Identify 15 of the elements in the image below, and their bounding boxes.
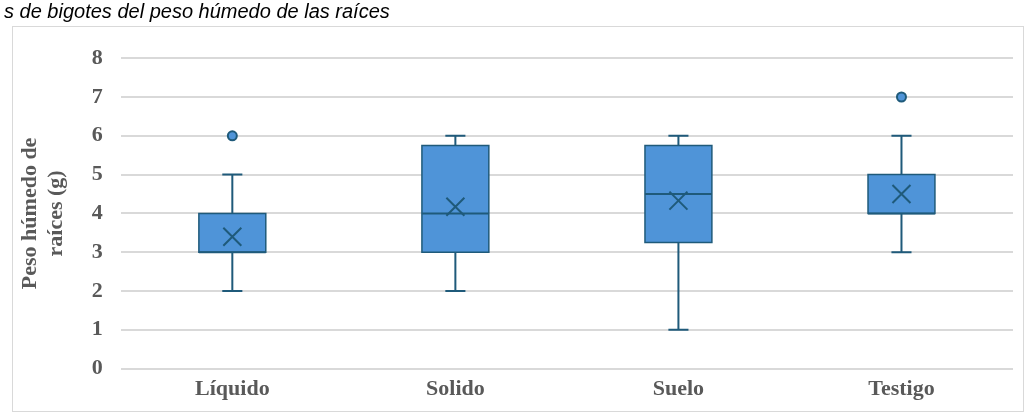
chart-title: s de bigotes del peso húmedo de las raíces bbox=[4, 0, 390, 23]
y-tick-label: 6 bbox=[91, 121, 103, 147]
y-tick-label: 0 bbox=[91, 354, 103, 380]
x-tick-label: Líquido bbox=[195, 375, 270, 401]
y-tick-label: 4 bbox=[91, 199, 103, 225]
y-axis-title: Peso húmedo de raíces (g) bbox=[15, 137, 68, 290]
y-tick-label: 7 bbox=[91, 82, 103, 108]
y-tick-label: 1 bbox=[91, 315, 103, 341]
x-tick-label: Solido bbox=[426, 375, 485, 401]
y-tick-label: 3 bbox=[91, 237, 103, 263]
x-tick-label: Suelo bbox=[652, 375, 705, 401]
y-tick-label: 2 bbox=[91, 276, 103, 302]
x-tick-label: Testigo bbox=[868, 375, 935, 401]
y-tick-label: 8 bbox=[91, 43, 103, 69]
y-tick-label: 5 bbox=[91, 160, 103, 186]
